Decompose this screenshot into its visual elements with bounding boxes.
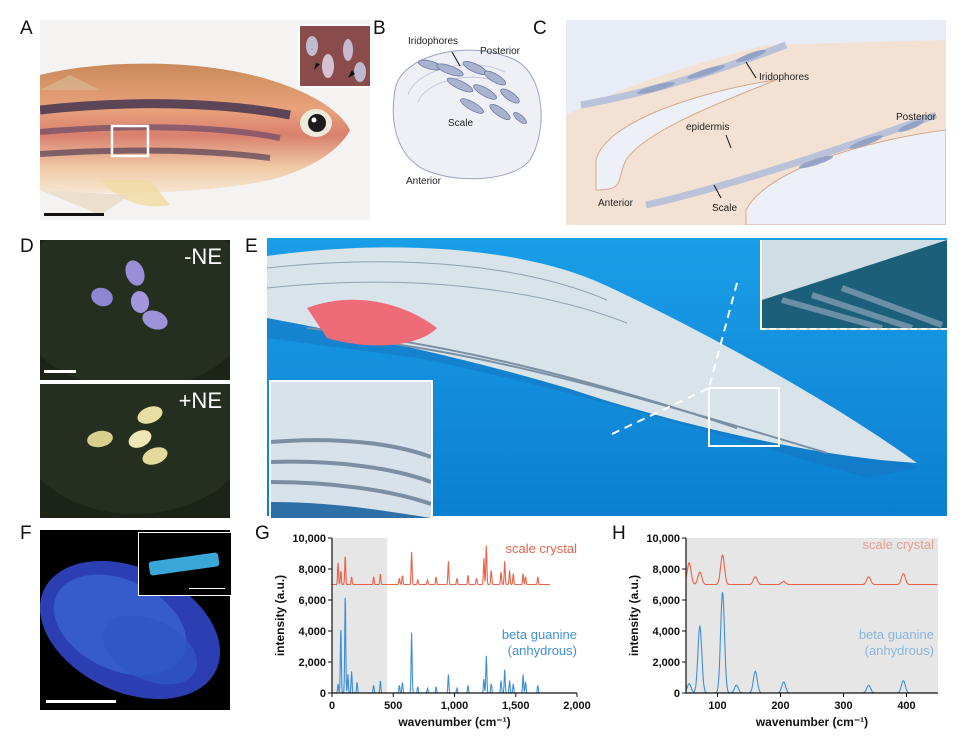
label-posterior: Posterior	[480, 46, 521, 57]
iridophore-image	[40, 240, 230, 380]
y-tick-label: 10,000	[646, 533, 680, 545]
panel-label-f: F	[20, 523, 32, 544]
x-tick-label: 400	[897, 700, 915, 712]
arrow-icon	[451, 51, 461, 67]
panel-label-c: C	[533, 18, 547, 39]
inset-iridophores	[300, 26, 370, 86]
x-axis-label: wavenumber (cm⁻¹)	[755, 715, 868, 729]
panel-e-inset-top-right	[760, 240, 947, 330]
y-tick-label: 8,000	[298, 564, 326, 576]
panel-f-inset	[138, 532, 232, 596]
arrow-icon	[348, 70, 355, 78]
panel-d-top-label: -NE	[184, 244, 222, 269]
y-tick-label: 4,000	[298, 626, 326, 638]
panel-d-plus-ne: +NE	[40, 384, 230, 518]
series-label-line2: (anhydrous)	[508, 643, 577, 658]
inset-render	[762, 240, 947, 328]
panel-a-inset	[298, 24, 372, 88]
label-anterior: Anterior	[598, 198, 634, 209]
region-box	[110, 124, 150, 158]
arrow-icon	[713, 184, 722, 199]
y-tick-label: 10,000	[292, 533, 326, 545]
y-tick-label: 2,000	[652, 657, 680, 669]
label-scale: Scale	[712, 203, 738, 214]
y-tick-label: 6,000	[652, 595, 680, 607]
cross-section-diagram	[566, 20, 946, 225]
panel-g-raman-chart: scale crystal beta guanine (anhydrous) 0 2,0…	[262, 525, 612, 735]
y-tick-label: 6,000	[298, 595, 326, 607]
series-label: scale crystal	[505, 541, 577, 556]
scale-bar	[189, 588, 225, 589]
y-tick-label: 4,000	[652, 626, 680, 638]
panel-label-d: D	[20, 236, 34, 257]
scale-bar	[46, 700, 116, 703]
single-crystal	[148, 552, 220, 576]
label-anterior: Anterior	[406, 176, 442, 187]
y-axis-label: intensity (a.u.)	[273, 575, 287, 656]
label-posterior: Posterior	[896, 112, 937, 123]
label-iridophores: Iridophores	[759, 72, 810, 83]
scale-bar	[44, 370, 76, 373]
panel-label-g: G	[255, 523, 270, 544]
panel-c-cross-section: Iridophores Posterior epidermis Anterior…	[566, 20, 946, 225]
series-label-line2: (anhydrous)	[865, 643, 934, 658]
panel-label-h: H	[612, 523, 626, 544]
y-axis-label: intensity (a.u.)	[627, 575, 641, 656]
series-label: beta guanine	[859, 627, 934, 642]
x-axis-label: wavenumber (cm⁻¹)	[397, 715, 510, 729]
series-label: beta guanine	[502, 627, 577, 642]
x-tick-label: 200	[771, 700, 789, 712]
panel-d-minus-ne: -NE	[40, 240, 230, 380]
series-label: scale crystal	[862, 537, 934, 552]
panel-label-a: A	[20, 18, 33, 39]
x-tick-label: 0	[329, 700, 335, 712]
arrow-icon	[314, 63, 320, 70]
crystal-cluster	[40, 530, 230, 710]
shaded-region	[686, 538, 938, 693]
x-tick-label: 500	[384, 700, 402, 712]
series-line-scale-crystal	[332, 545, 550, 586]
x-tick-label: 300	[834, 700, 852, 712]
panel-h-raman-chart: scale crystal beta guanine (anhydrous) 0 2,0…	[618, 525, 958, 735]
x-tick-label: 100	[708, 700, 726, 712]
panel-e-inset-bottom-left	[269, 380, 433, 520]
label-scale: Scale	[448, 118, 474, 129]
label-iridophores: Iridophores	[408, 36, 459, 47]
y-tick-label: 8,000	[652, 564, 680, 576]
y-tick-label: 0	[320, 688, 326, 700]
x-tick-label: 1,500	[502, 700, 530, 712]
y-tick-label: 2,000	[298, 657, 326, 669]
series-line-scale-crystal	[685, 554, 938, 586]
label-epidermis: epidermis	[686, 122, 730, 133]
panel-label-e: E	[245, 236, 258, 257]
zebrafish-illustration	[40, 63, 350, 215]
panel-label-b: B	[373, 18, 386, 39]
arrow-icon	[745, 61, 757, 79]
iridophore-image	[40, 384, 230, 518]
x-tick-label: 2,000	[563, 700, 591, 712]
panel-d-bottom-label: +NE	[178, 388, 222, 413]
y-tick-label: 0	[674, 688, 680, 700]
scale-diagram	[392, 49, 542, 180]
x-tick-label: 1,000	[441, 700, 469, 712]
scale-bar	[44, 213, 104, 216]
inset-render	[271, 382, 431, 518]
arrow-icon	[725, 134, 732, 149]
panel-b-scale-schematic: Iridophores Posterior Scale Anterior	[380, 30, 555, 200]
raman-spectrum-chart: scale crystal beta guanine(anhydrous) 0 2,0…	[273, 533, 591, 729]
raman-spectrum-chart: scale crystal beta guanine(anhydrous) 0 2,0…	[627, 533, 938, 729]
